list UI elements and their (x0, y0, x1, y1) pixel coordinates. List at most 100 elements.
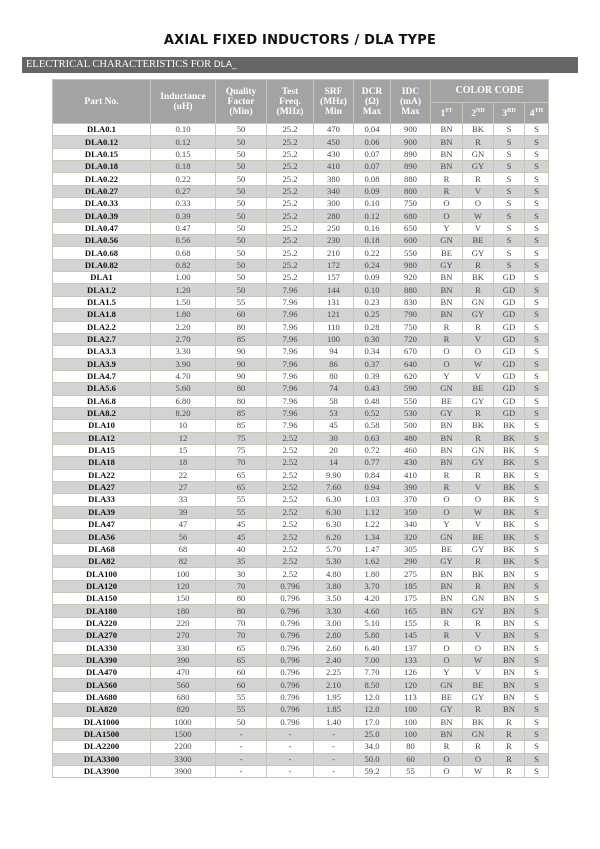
cell-inductance: 1.20 (151, 284, 215, 296)
cell-part-no: DLA270 (53, 630, 150, 642)
cell-test-freq: 2.52 (267, 481, 313, 494)
cell-band-1: BN (431, 136, 462, 148)
cell-test-freq: 25.2 (267, 210, 313, 222)
table-row: DLA2.7 2.70 85 7.96 100 0.30 720 R V GD S (53, 333, 548, 346)
cell-idc: 640 (391, 358, 430, 370)
cell-quality-factor: 60 (216, 679, 266, 691)
cell-test-freq: 2.52 (267, 457, 313, 469)
table-row: DLA1.5 1.50 55 7.96 131 0.23 830 BN GN GD S (53, 296, 548, 309)
cell-band-1: BN (431, 420, 462, 432)
cell-test-freq: 25.2 (267, 173, 313, 185)
cell-quality-factor: 80 (216, 605, 266, 617)
cell-quality-factor: 60 (216, 667, 266, 679)
cell-band-1: GN (431, 679, 462, 691)
cell-dcr: 0.23 (354, 296, 390, 309)
cell-quality-factor: 30 (216, 568, 266, 580)
cell-inductance: 4.70 (151, 370, 215, 383)
cell-idc: 550 (391, 247, 430, 259)
cell-dcr: 0.28 (354, 321, 390, 333)
cell-band-3: BN (494, 679, 524, 691)
cell-band-3: GD (494, 346, 524, 358)
cell-idc: 275 (391, 568, 430, 580)
cell-srf: 470 (314, 124, 353, 136)
cell-test-freq: 25.2 (267, 198, 313, 210)
cell-band-3: S (494, 148, 524, 161)
cell-band-2: R (463, 284, 493, 296)
cell-srf: 6.30 (314, 506, 353, 518)
cell-dcr: 0.09 (354, 272, 390, 284)
cell-band-1: BN (431, 605, 462, 617)
cell-test-freq: 0.796 (267, 617, 313, 630)
cell-part-no: DLA390 (53, 654, 150, 667)
cell-dcr: 0.10 (354, 198, 390, 210)
cell-inductance: 15 (151, 444, 215, 457)
cell-quality-factor: 45 (216, 531, 266, 543)
cell-quality-factor: - (216, 741, 266, 753)
cell-quality-factor: 50 (216, 235, 266, 247)
cell-idc: 790 (391, 309, 430, 321)
cell-inductance: 220 (151, 617, 215, 630)
table-row: DLA0.15 0.15 50 25.2 430 0.07 890 BN GN S S (53, 148, 548, 161)
table-row: DLA1.2 1.20 50 7.96 144 0.10 880 BN R GD S (53, 284, 548, 296)
cell-idc: 185 (391, 580, 430, 593)
cell-band-4: S (525, 358, 548, 370)
cell-test-freq: 7.96 (267, 358, 313, 370)
cell-quality-factor: 40 (216, 543, 266, 556)
table-row: DLA220 220 70 0.796 3.00 5.10 155 R R BN S (53, 617, 548, 630)
cell-part-no: DLA1000 (53, 716, 150, 728)
cell-band-4: S (525, 198, 548, 210)
cell-band-2: R (463, 407, 493, 420)
cell-dcr: 25.0 (354, 728, 390, 741)
header-srf: SRF (MHz) Min (314, 80, 353, 123)
cell-test-freq: 2.52 (267, 444, 313, 457)
cell-part-no: DLA1500 (53, 728, 150, 741)
cell-dcr: 12.0 (354, 691, 390, 704)
cell-srf: 450 (314, 136, 353, 148)
cell-band-1: BE (431, 247, 462, 259)
cell-quality-factor: 70 (216, 630, 266, 642)
cell-band-3: BK (494, 444, 524, 457)
cell-dcr: 6.40 (354, 642, 390, 654)
cell-srf: 144 (314, 284, 353, 296)
cell-part-no: DLA47 (53, 519, 150, 531)
cell-inductance: 1.80 (151, 309, 215, 321)
cell-band-1: R (431, 321, 462, 333)
cell-band-3: S (494, 124, 524, 136)
cell-quality-factor: 50 (216, 259, 266, 272)
header-band-3: 3RD (494, 103, 524, 123)
cell-quality-factor: 50 (216, 284, 266, 296)
cell-band-4: S (525, 630, 548, 642)
cell-idc: 100 (391, 704, 430, 716)
cell-quality-factor: 85 (216, 407, 266, 420)
cell-band-2: R (463, 259, 493, 272)
cell-idc: 430 (391, 457, 430, 469)
cell-quality-factor: 65 (216, 654, 266, 667)
cell-inductance: 8.20 (151, 407, 215, 420)
cell-dcr: 0.08 (354, 173, 390, 185)
cell-band-4: S (525, 716, 548, 728)
cell-test-freq: 2.52 (267, 469, 313, 481)
cell-srf: 230 (314, 235, 353, 247)
cell-srf: 121 (314, 309, 353, 321)
cell-inductance: 0.18 (151, 161, 215, 173)
cell-band-1: BN (431, 716, 462, 728)
cell-band-2: O (463, 198, 493, 210)
cell-band-3: BK (494, 432, 524, 444)
cell-inductance: 470 (151, 667, 215, 679)
cell-dcr: 0.63 (354, 432, 390, 444)
cell-band-4: S (525, 531, 548, 543)
cell-dcr: 0.07 (354, 161, 390, 173)
cell-band-3: BN (494, 593, 524, 605)
inductor-spec-table: Part No. Inductance (uH) Quality Factor (Mi… (52, 79, 549, 779)
cell-dcr: 0.84 (354, 469, 390, 481)
cell-band-1: BE (431, 691, 462, 704)
cell-band-1: GY (431, 407, 462, 420)
cell-inductance: 18 (151, 457, 215, 469)
cell-band-2: GY (463, 309, 493, 321)
cell-idc: 900 (391, 124, 430, 136)
cell-inductance: 0.22 (151, 173, 215, 185)
cell-band-2: BE (463, 383, 493, 395)
table-row: DLA0.1 0.10 50 25.2 470 0.04 900 BN BK S S (53, 124, 548, 136)
table-row: DLA0.27 0.27 50 25.2 340 0.09 800 R V S S (53, 185, 548, 198)
cell-band-2: R (463, 580, 493, 593)
